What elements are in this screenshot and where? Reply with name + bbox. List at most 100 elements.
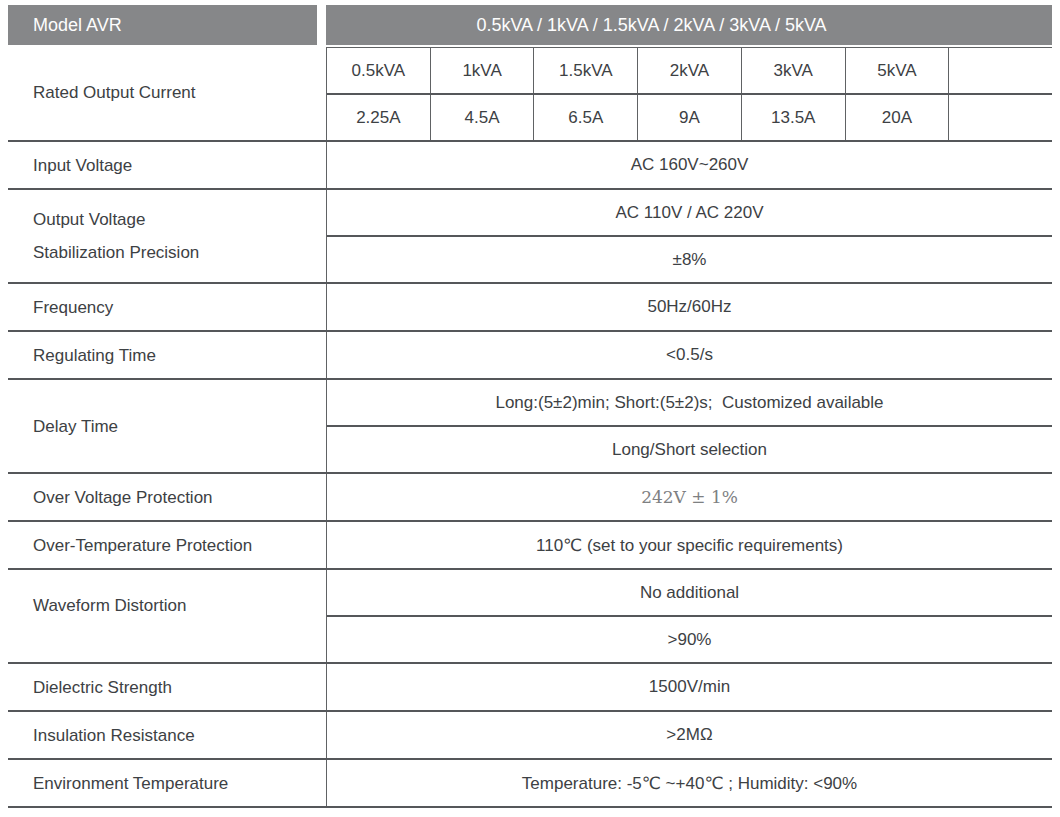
current-value-cell-empty xyxy=(949,95,1052,140)
row-label-text: Stabilization Precision xyxy=(33,236,199,269)
row-values: 50Hz/60Hz xyxy=(326,284,1052,330)
row-values: AC 160V~260V xyxy=(326,142,1052,188)
row-regulating-time: Regulating Time <0.5/s xyxy=(8,330,1052,378)
row-label: Over Voltage Protection xyxy=(8,474,326,520)
row-values: AC 110V / AC 220V ±8% xyxy=(326,190,1052,282)
row-values: No additional >90% xyxy=(326,570,1052,662)
row-values: >2MΩ xyxy=(326,712,1052,758)
spec-value-text: >90% xyxy=(668,630,712,650)
spec-value: Temperature: -5℃ ~+40℃ ; Humidity: <90% xyxy=(327,760,1052,806)
row-label: Frequency xyxy=(8,284,326,330)
spec-value-text: ±8% xyxy=(673,250,707,270)
row-output-voltage: Output Voltage Stabilization Precision A… xyxy=(8,188,1052,282)
avr-spec-table: Model AVR 0.5kVA / 1kVA / 1.5kVA / 2kVA … xyxy=(8,5,1052,808)
row-label-text: Output Voltage xyxy=(33,203,145,236)
row-label-text: Input Voltage xyxy=(33,149,132,182)
capacity-header-cell: 2kVA xyxy=(638,48,742,93)
row-label-text: Environment Temperature xyxy=(33,767,228,800)
row-dielectric-strength: Dielectric Strength 1500V/min xyxy=(8,662,1052,710)
spec-value-text: <0.5/s xyxy=(666,345,713,365)
spec-value: >90% xyxy=(327,615,1052,662)
row-label: Delay Time xyxy=(8,380,326,472)
header-model-label: Model AVR xyxy=(8,5,317,45)
current-value-cell: 9A xyxy=(638,95,742,140)
spec-value: >2MΩ xyxy=(327,712,1052,758)
row-values: Temperature: -5℃ ~+40℃ ; Humidity: <90% xyxy=(326,760,1052,806)
row-label-text: Waveform Distortion xyxy=(33,589,186,622)
row-label-text: Dielectric Strength xyxy=(33,671,172,704)
spec-value-text: >2MΩ xyxy=(666,725,712,745)
row-over-voltage-protection: Over Voltage Protection 242V ± 1% xyxy=(8,472,1052,520)
spec-value: No additional xyxy=(327,570,1052,615)
row-values: 1500V/min xyxy=(326,664,1052,710)
spec-value: 242V ± 1% xyxy=(327,474,1052,520)
header-models: 0.5kVA / 1kVA / 1.5kVA / 2kVA / 3kVA / 5… xyxy=(326,5,1052,45)
spec-value: 1500V/min xyxy=(327,664,1052,710)
spec-value: Long/Short selection xyxy=(327,425,1052,472)
row-label: Output Voltage Stabilization Precision xyxy=(8,190,326,282)
row-label: Over-Temperature Protection xyxy=(8,522,326,568)
row-input-voltage: Input Voltage AC 160V~260V xyxy=(8,140,1052,188)
spec-value: AC 110V / AC 220V xyxy=(327,190,1052,235)
spec-value-text: Temperature: -5℃ ~+40℃ ; Humidity: <90% xyxy=(522,773,857,794)
row-frequency: Frequency 50Hz/60Hz xyxy=(8,282,1052,330)
row-label-text: Over Voltage Protection xyxy=(33,481,213,514)
row-label: Waveform Distortion xyxy=(8,570,326,662)
row-label-text: Delay Time xyxy=(33,410,118,443)
current-value-cell: 4.5A xyxy=(431,95,535,140)
spec-value-text: AC 160V~260V xyxy=(631,155,749,175)
header-model-label-text: Model AVR xyxy=(33,15,122,36)
capacity-header-row: 0.5kVA 1kVA 1.5kVA 2kVA 3kVA 5kVA xyxy=(327,48,1052,95)
capacity-header-cell: 3kVA xyxy=(742,48,846,93)
row-label: Rated Output Current xyxy=(8,45,326,140)
spec-value-text: Long:(5±2)min; Short:(5±2)s; Customized … xyxy=(495,393,883,413)
spec-value-text: 110℃ (set to your specific requirements) xyxy=(536,535,843,556)
spec-value-text: AC 110V / AC 220V xyxy=(615,203,763,223)
table-body: Rated Output Current 0.5kVA 1kVA 1.5kVA … xyxy=(8,45,1052,808)
spec-value-text: 242V ± 1% xyxy=(641,487,738,507)
header-models-text: 0.5kVA / 1kVA / 1.5kVA / 2kVA / 3kVA / 5… xyxy=(476,15,826,36)
spec-value-text: Long/Short selection xyxy=(612,440,767,460)
row-label-text: Rated Output Current xyxy=(33,76,196,109)
row-values: 110℃ (set to your specific requirements) xyxy=(326,522,1052,568)
capacity-header-cell-empty xyxy=(949,48,1052,93)
spec-value: 50Hz/60Hz xyxy=(327,284,1052,330)
row-label-text: Insulation Resistance xyxy=(33,719,195,752)
current-value-cell: 13.5A xyxy=(742,95,846,140)
row-environment-temperature: Environment Temperature Temperature: -5℃… xyxy=(8,758,1052,806)
spec-value-text: No additional xyxy=(640,583,739,603)
table-header-row: Model AVR 0.5kVA / 1kVA / 1.5kVA / 2kVA … xyxy=(8,5,1052,45)
row-insulation-resistance: Insulation Resistance >2MΩ xyxy=(8,710,1052,758)
row-label: Input Voltage xyxy=(8,142,326,188)
row-rated-output-current: Rated Output Current 0.5kVA 1kVA 1.5kVA … xyxy=(8,45,1052,140)
row-values: <0.5/s xyxy=(326,332,1052,378)
rated-grid: 0.5kVA 1kVA 1.5kVA 2kVA 3kVA 5kVA 2.25A … xyxy=(326,47,1052,140)
row-label: Regulating Time xyxy=(8,332,326,378)
current-value-cell: 2.25A xyxy=(327,95,431,140)
row-label: Environment Temperature xyxy=(8,760,326,806)
spec-value-text: 50Hz/60Hz xyxy=(647,297,731,317)
spec-value: AC 160V~260V xyxy=(327,142,1052,188)
row-values: Long:(5±2)min; Short:(5±2)s; Customized … xyxy=(326,380,1052,472)
capacity-header-cell: 5kVA xyxy=(846,48,950,93)
spec-value: ±8% xyxy=(327,235,1052,282)
row-over-temperature-protection: Over-Temperature Protection 110℃ (set to… xyxy=(8,520,1052,568)
spec-value: Long:(5±2)min; Short:(5±2)s; Customized … xyxy=(327,380,1052,425)
capacity-header-cell: 1.5kVA xyxy=(534,48,638,93)
row-label-text: Over-Temperature Protection xyxy=(33,529,252,562)
row-label-text: Frequency xyxy=(33,291,113,324)
row-label: Dielectric Strength xyxy=(8,664,326,710)
current-value-cell: 6.5A xyxy=(534,95,638,140)
spec-value-text: 1500V/min xyxy=(649,677,730,697)
current-value-cell: 20A xyxy=(846,95,950,140)
capacity-header-cell: 1kVA xyxy=(431,48,535,93)
current-value-row: 2.25A 4.5A 6.5A 9A 13.5A 20A xyxy=(327,95,1052,140)
row-delay-time: Delay Time Long:(5±2)min; Short:(5±2)s; … xyxy=(8,378,1052,472)
row-label-text: Regulating Time xyxy=(33,339,156,372)
row-waveform-distortion: Waveform Distortion No additional >90% xyxy=(8,568,1052,662)
capacity-header-cell: 0.5kVA xyxy=(327,48,431,93)
row-values: 242V ± 1% xyxy=(326,474,1052,520)
spec-value: <0.5/s xyxy=(327,332,1052,378)
row-label: Insulation Resistance xyxy=(8,712,326,758)
spec-value: 110℃ (set to your specific requirements) xyxy=(327,522,1052,568)
